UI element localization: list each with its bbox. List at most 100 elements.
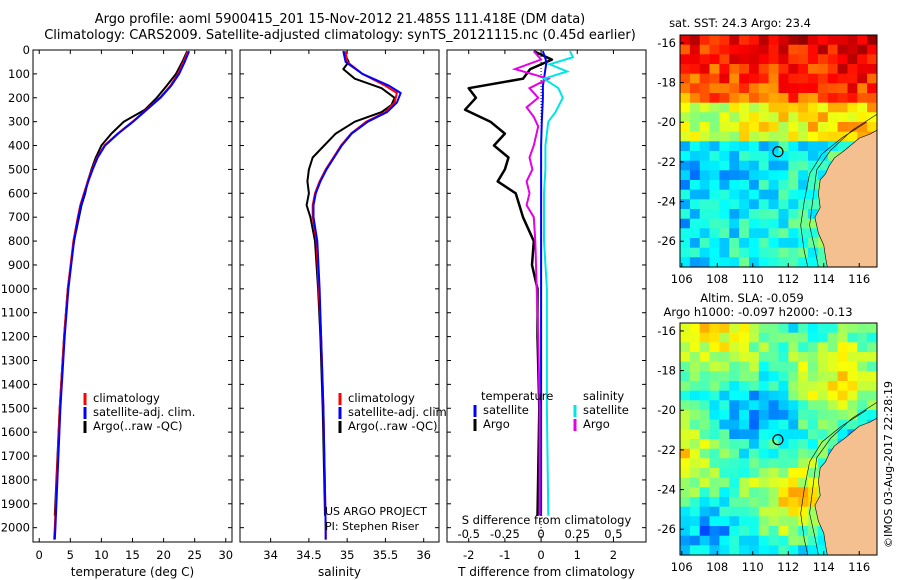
sla_map-cell — [837, 361, 848, 372]
sst_map-cell — [729, 44, 740, 55]
sla_map-cell — [739, 429, 750, 440]
sst_map-cell — [768, 160, 779, 171]
figure-title-line1: Argo profile: aoml 5900415_201 15-Nov-20… — [94, 12, 586, 27]
sst_map-cell — [680, 112, 691, 123]
sst_map-cell — [739, 257, 750, 268]
sla_map-cell — [758, 410, 770, 421]
sla_map-cell — [817, 352, 829, 363]
sla_map-cell — [729, 419, 740, 430]
sla_map-contour-line — [800, 409, 867, 556]
sla_map-cell — [827, 361, 839, 372]
sst_map-cell — [817, 151, 829, 162]
sst_map-cell — [827, 54, 839, 65]
sst_map-cell — [709, 170, 720, 181]
sst_map-cell — [680, 247, 691, 258]
sst_map-cell — [709, 131, 720, 142]
difference-s-xtick-label: 0.25 — [564, 527, 590, 541]
sst_map-cell — [709, 35, 720, 46]
sla_map-cell — [749, 448, 760, 459]
sla_map-cell — [808, 429, 819, 440]
sla_map-cell — [739, 468, 750, 479]
sla_map-cell — [749, 468, 760, 479]
figure-title-line2: Climatology: CARS2009. Satellite-adjuste… — [44, 28, 636, 43]
sla_map-cell — [749, 332, 760, 343]
difference-t-xtick-label: 1 — [574, 548, 581, 562]
sst_map-cell — [817, 93, 829, 104]
sst_map-cell — [778, 228, 789, 239]
sla_map-cell — [798, 516, 809, 527]
sst_map-cell — [739, 35, 750, 46]
sst_map-cell — [788, 180, 799, 191]
sst_map-cell — [788, 112, 799, 123]
sla_map-cell — [709, 371, 720, 382]
sla_map-cell — [739, 497, 750, 508]
sst_map-cell — [788, 238, 799, 249]
sst_map-cell — [749, 257, 760, 268]
sst_map-cell — [680, 257, 691, 268]
sst_map-cell — [817, 131, 829, 142]
sst_map-cell — [867, 64, 878, 75]
sla_map-cell — [817, 439, 829, 450]
sst_map-cell — [739, 54, 750, 65]
sla_map-cell — [719, 342, 730, 353]
sst_map-cell — [837, 102, 848, 113]
sst_map-cell — [758, 83, 770, 94]
sst_map-cell — [827, 112, 839, 123]
depth-tick-label: 200 — [8, 91, 30, 105]
sst_map-cell — [837, 54, 848, 65]
sst_map-cell — [808, 64, 819, 75]
sst_map-cell — [729, 247, 740, 258]
sst_map-cell — [778, 141, 789, 152]
sla_map-cell — [867, 381, 878, 392]
sla_map-cell — [867, 410, 878, 421]
sla_map-xtick-label: 108 — [706, 560, 728, 574]
sla_map-cell — [739, 477, 750, 488]
sla_map-cell — [729, 371, 740, 382]
sla_map-cell — [778, 458, 789, 469]
sst_map-cell — [729, 93, 740, 104]
sst_map-cell — [758, 160, 770, 171]
sst_map-cell — [808, 228, 819, 239]
sst_map-cell — [758, 257, 770, 268]
sst_map-cell — [798, 122, 809, 133]
sst_map-cell — [709, 189, 720, 200]
sst_map-cell — [739, 180, 750, 191]
sst_map-cell — [788, 83, 799, 94]
sst_map-cell — [788, 93, 799, 104]
sst_map-cell — [798, 93, 809, 104]
sla_map-cell — [709, 468, 720, 479]
sla_map-cell — [778, 477, 789, 488]
sst_map-cell — [739, 131, 750, 142]
sla_map-cell — [689, 535, 701, 546]
sst_map-cell — [798, 54, 809, 65]
sla_map-cell — [739, 458, 750, 469]
sst_map-cell — [827, 93, 839, 104]
depth-tick-label: 900 — [8, 258, 30, 272]
sla_map-cell — [817, 535, 829, 546]
sla_map-cell — [857, 410, 868, 421]
sst_map-cell — [798, 44, 809, 55]
sst_map-cell — [778, 44, 789, 55]
sla_map-cell — [729, 545, 740, 556]
sla_map-cell — [778, 323, 789, 334]
sst_map-land — [814, 129, 878, 268]
salinity-xtick-label: 35 — [340, 548, 355, 562]
depth-tick-label: 400 — [8, 139, 30, 153]
sst_map-cell — [729, 209, 740, 220]
sst_map-cell — [778, 112, 789, 123]
sst_map-cell — [808, 44, 819, 55]
sst_map-cell — [788, 54, 799, 65]
sla_map-xtick-label: 114 — [813, 560, 835, 574]
sst_map-cell — [709, 228, 720, 239]
sla_map-cell — [837, 429, 848, 440]
sst_map-cell — [788, 35, 799, 46]
sst_map-cell — [719, 170, 730, 181]
sla_map-ytick-label: -16 — [657, 324, 676, 338]
sla_map-cell — [709, 342, 720, 353]
sst_map-cell — [778, 64, 789, 75]
sst_map-cell — [768, 228, 779, 239]
sst_map-cell — [729, 228, 740, 239]
sst_map-cell — [689, 64, 701, 75]
sla_map-cell — [808, 545, 819, 556]
sst_map-cell — [709, 83, 720, 94]
